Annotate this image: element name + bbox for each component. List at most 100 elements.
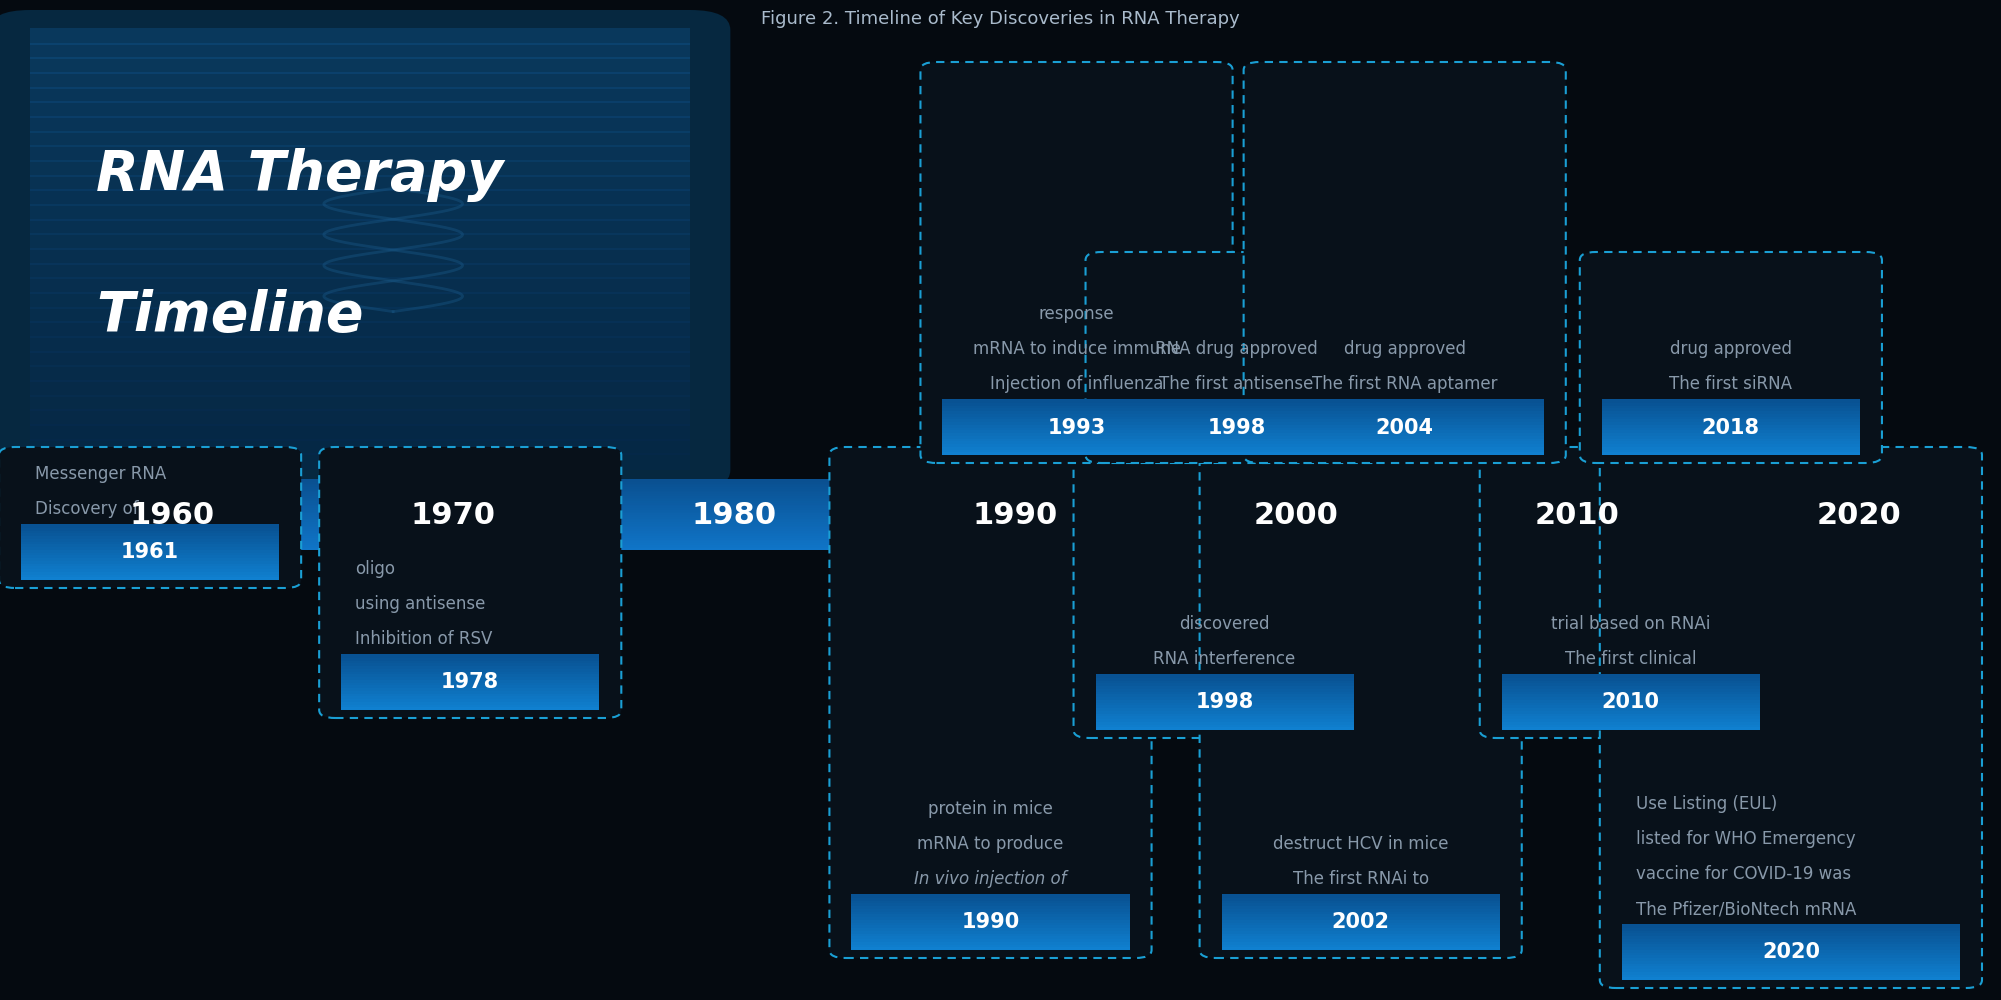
Bar <box>30 277 690 294</box>
Bar <box>20 540 278 544</box>
Bar <box>30 292 690 309</box>
Bar <box>60 524 1935 527</box>
Bar <box>852 908 1131 912</box>
Bar <box>1623 962 1961 966</box>
Bar <box>1097 704 1353 708</box>
Bar <box>30 409 690 426</box>
Text: The first RNAi to: The first RNAi to <box>1293 870 1429 888</box>
Text: The first siRNA: The first siRNA <box>1669 375 1793 393</box>
Bar <box>1221 941 1501 944</box>
Bar <box>1623 930 1961 933</box>
Bar <box>1097 726 1353 730</box>
Bar <box>60 496 1935 499</box>
Bar <box>60 512 1935 515</box>
FancyBboxPatch shape <box>0 10 730 490</box>
Bar <box>1623 927 1961 930</box>
Bar <box>1109 399 1367 403</box>
Bar <box>340 693 600 696</box>
Bar <box>30 351 690 367</box>
Bar <box>1221 922 1501 925</box>
Text: destruct HCV in mice: destruct HCV in mice <box>1273 835 1449 853</box>
Text: 2010: 2010 <box>1535 500 1621 530</box>
Bar <box>30 204 690 221</box>
Bar <box>942 446 1211 450</box>
Bar <box>942 448 1211 452</box>
Bar <box>30 439 690 455</box>
Bar <box>1601 426 1861 430</box>
Bar <box>60 486 1935 489</box>
Bar <box>1601 407 1861 411</box>
Bar <box>1221 894 1501 898</box>
Text: Figure 2. Timeline of Key Discoveries in RNA Therapy: Figure 2. Timeline of Key Discoveries in… <box>760 10 1241 28</box>
Bar <box>60 521 1935 524</box>
Bar <box>1221 935 1501 939</box>
Bar <box>340 682 600 685</box>
Bar <box>30 395 690 411</box>
Bar <box>20 554 278 558</box>
Bar <box>1109 446 1367 450</box>
Bar <box>20 552 278 555</box>
Bar <box>60 481 1935 484</box>
Bar <box>1109 435 1367 438</box>
Bar <box>1097 680 1353 683</box>
Bar <box>1501 721 1761 724</box>
Bar <box>1501 688 1761 692</box>
Bar <box>30 263 690 279</box>
Bar <box>340 687 600 691</box>
Bar <box>340 654 600 658</box>
Text: 1998: 1998 <box>1207 418 1267 438</box>
Bar <box>1623 946 1961 950</box>
Bar <box>1221 946 1501 950</box>
Bar <box>1265 426 1545 430</box>
Bar <box>1097 690 1353 694</box>
Bar <box>1501 707 1761 711</box>
Text: RNA drug approved: RNA drug approved <box>1155 340 1319 358</box>
Bar <box>1623 957 1961 961</box>
Bar <box>30 380 690 397</box>
Text: 1990: 1990 <box>972 500 1059 530</box>
Text: The first clinical: The first clinical <box>1565 650 1697 668</box>
Bar <box>1601 446 1861 450</box>
Bar <box>60 518 1935 520</box>
Bar <box>1265 432 1545 436</box>
Bar <box>60 495 1935 498</box>
Bar <box>340 673 600 677</box>
Bar <box>1501 699 1761 702</box>
Text: trial based on RNAi: trial based on RNAi <box>1551 615 1711 633</box>
Bar <box>1265 443 1545 447</box>
Bar <box>60 502 1935 505</box>
Bar <box>60 479 1935 482</box>
Bar <box>340 668 600 672</box>
Bar <box>1265 418 1545 422</box>
Bar <box>1501 693 1761 697</box>
Text: 1978: 1978 <box>440 672 500 692</box>
Bar <box>1601 399 1861 403</box>
Bar <box>942 399 1211 403</box>
Text: mRNA to induce immune: mRNA to induce immune <box>972 340 1181 358</box>
FancyBboxPatch shape <box>920 62 1233 463</box>
Bar <box>340 684 600 688</box>
Bar <box>1601 413 1861 416</box>
Bar <box>1097 682 1353 686</box>
Bar <box>1601 416 1861 419</box>
Text: 2020: 2020 <box>1817 500 1901 530</box>
Bar <box>1221 902 1501 906</box>
Bar <box>1097 702 1353 705</box>
Bar <box>60 530 1935 532</box>
Bar <box>1623 938 1961 942</box>
Bar <box>942 404 1211 408</box>
Bar <box>20 565 278 569</box>
Bar <box>1501 704 1761 708</box>
Bar <box>1601 435 1861 438</box>
Text: 2004: 2004 <box>1377 418 1433 438</box>
Bar <box>1601 424 1861 428</box>
Bar <box>1221 944 1501 947</box>
Bar <box>1601 440 1861 444</box>
Polygon shape <box>1935 480 1971 550</box>
Bar <box>852 910 1131 914</box>
Bar <box>20 543 278 547</box>
Text: Inhibition of RSV: Inhibition of RSV <box>356 630 492 648</box>
FancyBboxPatch shape <box>1085 252 1389 463</box>
Bar <box>1109 424 1367 428</box>
Bar <box>1109 404 1367 408</box>
